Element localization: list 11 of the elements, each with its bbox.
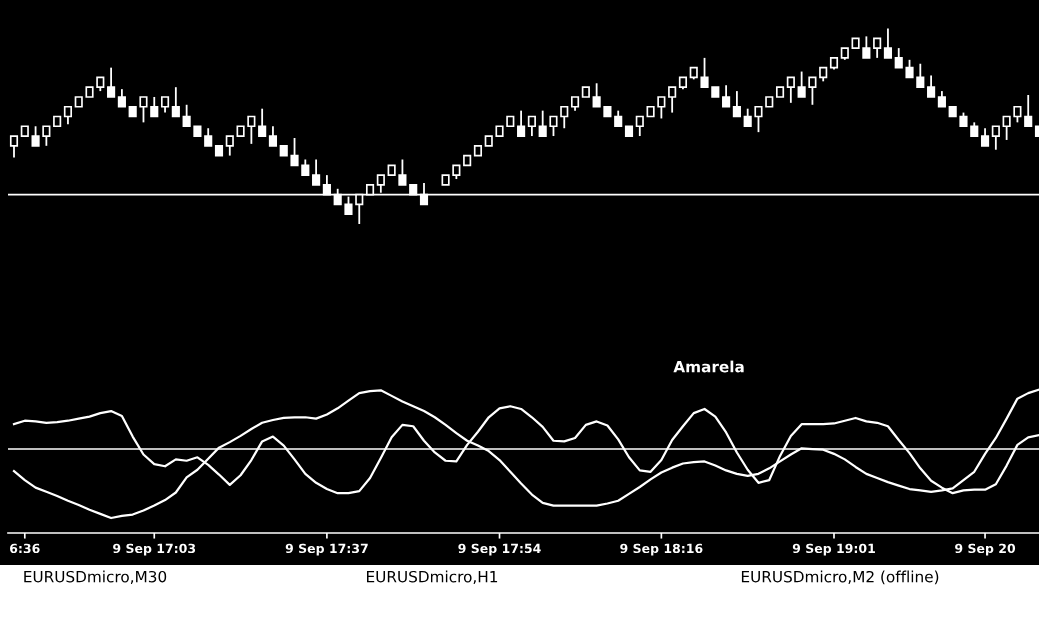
x-tick-label: 9 Sep 17:37: [285, 543, 368, 556]
x-tick-label: 9 Sep 17:03: [113, 543, 196, 556]
text: EURUSDmicro,H1: [367, 570, 498, 584]
text: EURUSDmicro,M2 (offline): [741, 570, 939, 585]
x-tick-label: 9 Sep 17:54: [458, 543, 541, 556]
text: EURUSDmicro,M30: [24, 570, 167, 584]
x-tick-label: 6:36: [10, 543, 40, 554]
x-tick-label: 9 Sep 20: [955, 543, 1016, 556]
x-tick-label: 9 Sep 18:16: [620, 543, 703, 556]
chart-title: Amarela: [673, 360, 744, 373]
x-tick-label: 9 Sep 19:01: [792, 543, 875, 556]
